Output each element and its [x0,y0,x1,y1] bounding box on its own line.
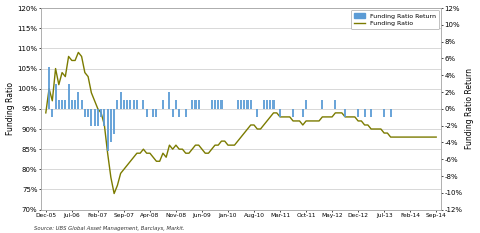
Bar [145,109,148,117]
Text: Source: UBS Global Asset Management, Barclays, Markit.: Source: UBS Global Asset Management, Bar… [34,226,184,231]
Bar [363,109,366,117]
Bar [256,109,258,117]
Bar [370,109,372,117]
Bar [84,109,86,117]
Bar [237,100,239,109]
Bar [263,100,265,109]
Bar [143,100,144,109]
Bar [132,100,135,109]
Bar [243,100,245,109]
Bar [110,109,112,142]
Bar [87,109,89,117]
Bar [178,109,180,117]
Bar [273,100,275,109]
Bar [61,100,63,109]
Bar [321,100,324,109]
Bar [211,100,213,109]
Bar [175,100,177,109]
Bar [123,100,125,109]
Bar [390,109,392,117]
Bar [126,100,128,109]
Bar [279,109,281,117]
Bar [48,67,50,109]
Bar [198,100,200,109]
Bar [250,100,252,109]
Bar [269,100,271,109]
Bar [185,109,187,117]
Bar [51,109,53,117]
Bar [97,109,99,126]
Bar [305,100,307,109]
Bar [107,109,108,151]
Bar [103,109,106,126]
Legend: Funding Ratio Return, Funding Ratio: Funding Ratio Return, Funding Ratio [351,10,439,29]
Bar [344,109,346,117]
Bar [81,100,83,109]
Bar [77,92,79,109]
Bar [191,100,193,109]
Bar [68,84,70,109]
Bar [240,100,242,109]
Bar [334,100,336,109]
Bar [100,109,102,117]
Bar [64,100,66,109]
Bar [383,109,385,117]
Bar [113,109,115,134]
Bar [152,109,154,117]
Bar [120,92,122,109]
Bar [156,109,157,117]
Bar [302,109,304,117]
Bar [129,100,132,109]
Bar [116,100,119,109]
Bar [214,100,216,109]
Bar [266,100,268,109]
Bar [162,100,164,109]
Bar [220,100,223,109]
Bar [74,100,76,109]
Bar [217,100,219,109]
Bar [58,100,60,109]
Bar [292,109,294,117]
Bar [94,109,96,126]
Bar [172,109,174,117]
Y-axis label: Funding Ratio: Funding Ratio [6,82,14,135]
Bar [194,100,196,109]
Bar [357,109,359,117]
Bar [71,100,73,109]
Bar [246,100,249,109]
Bar [168,92,170,109]
Bar [55,84,57,109]
Bar [90,109,93,126]
Y-axis label: Funding Ratio Return: Funding Ratio Return [466,68,474,149]
Bar [136,100,138,109]
